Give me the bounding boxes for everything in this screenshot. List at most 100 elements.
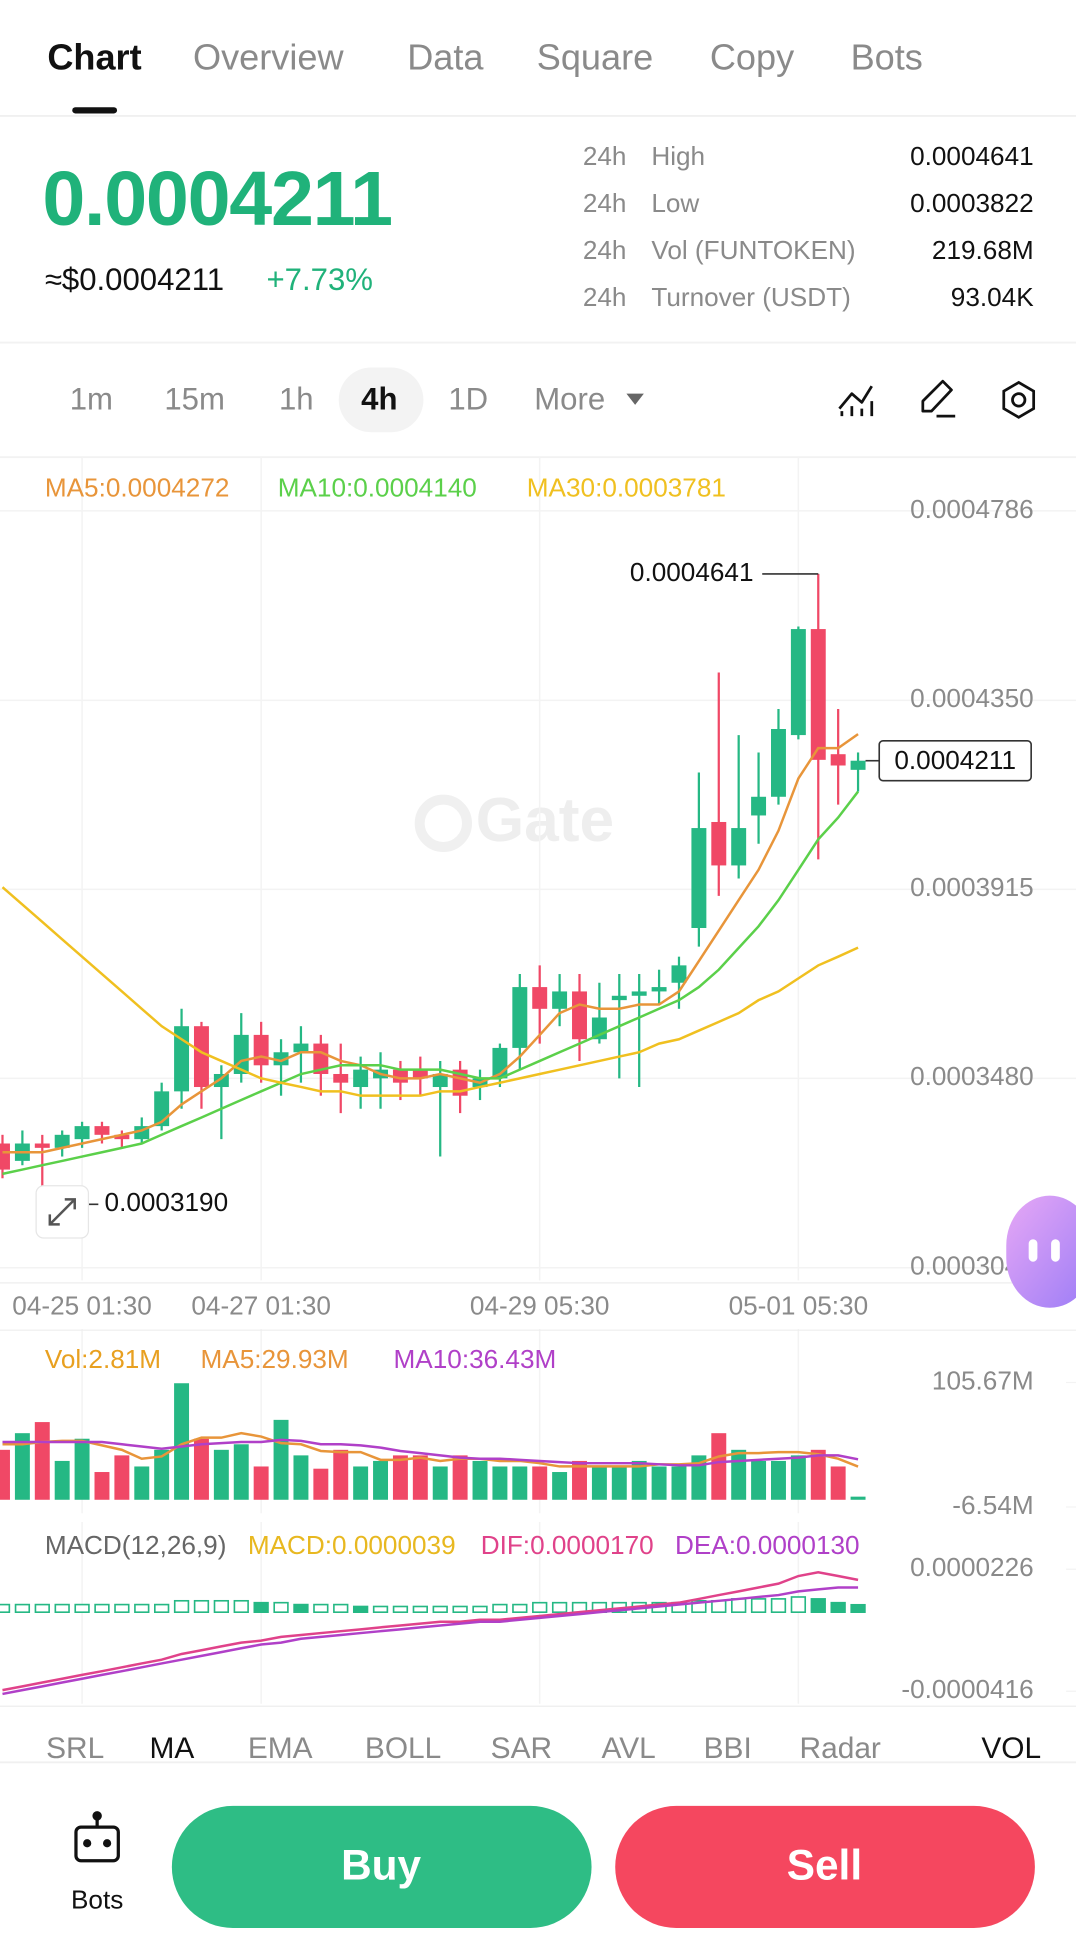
tab[interactable]: Bots xyxy=(851,36,923,77)
macd-bar xyxy=(551,1601,568,1613)
tab[interactable]: Data xyxy=(407,36,484,77)
candle-body xyxy=(810,629,826,760)
tab[interactable]: Chart xyxy=(47,36,141,77)
macd-bar xyxy=(333,1603,349,1613)
interval-active-bg xyxy=(338,367,424,433)
indicator-tab[interactable]: SAR xyxy=(491,1732,552,1765)
active-tab-indicator xyxy=(72,107,118,114)
volume-bar xyxy=(273,1419,289,1500)
volume-bar xyxy=(731,1449,747,1500)
volume-bar xyxy=(174,1383,190,1500)
bots-icon[interactable] xyxy=(74,1811,120,1863)
interval[interactable]: 1h xyxy=(279,381,314,416)
volume-bar xyxy=(790,1455,806,1500)
macd-bar xyxy=(750,1598,767,1613)
tab[interactable]: Overview xyxy=(193,36,344,77)
draw-icon[interactable] xyxy=(921,379,956,418)
indicator-tab[interactable]: MA xyxy=(149,1732,194,1765)
macd-bar xyxy=(193,1599,210,1613)
macd-bar xyxy=(273,1601,289,1613)
high-marker: 0.0004641 xyxy=(630,557,754,587)
last-price-marker: 0.0004211 xyxy=(894,745,1016,775)
macd-bar xyxy=(830,1601,846,1613)
indicator-tab[interactable]: Radar xyxy=(800,1732,881,1765)
stat-label: Turnover (USDT) xyxy=(651,282,850,312)
macd-bar xyxy=(74,1603,90,1613)
legend-entry: MA10:0.0004140 xyxy=(278,472,477,502)
indicator-tab[interactable]: EMA xyxy=(248,1732,313,1765)
volume-bar xyxy=(0,1449,10,1500)
candle-body xyxy=(512,987,528,1048)
indicator-icon[interactable] xyxy=(838,385,874,417)
volume-ma-line xyxy=(2,1431,859,1468)
y-tick-label: 0.0000226 xyxy=(910,1552,1034,1582)
volume-bar xyxy=(432,1466,448,1500)
stat-period: 24h xyxy=(583,282,627,312)
tab[interactable]: Square xyxy=(537,36,653,77)
sell-label[interactable]: Sell xyxy=(787,1841,862,1888)
macd-bar xyxy=(233,1599,249,1613)
macd-bar xyxy=(372,1605,389,1613)
macd-bar xyxy=(770,1598,787,1613)
y-tick-label: -0.0000416 xyxy=(901,1674,1033,1704)
last-price-box xyxy=(878,739,1032,782)
buy-button[interactable] xyxy=(171,1805,592,1928)
volume-bar xyxy=(532,1466,548,1500)
ma-line xyxy=(2,733,859,1154)
indicator-tab[interactable]: BBI xyxy=(704,1732,752,1765)
x-tick-label: 04-25 01:30 xyxy=(12,1291,152,1321)
macd-bar xyxy=(452,1605,468,1613)
candle-body xyxy=(432,1073,448,1088)
y-tick-label: 0.0004786 xyxy=(910,494,1034,524)
indicator-tab[interactable]: AVL xyxy=(602,1732,656,1765)
stat-period: 24h xyxy=(583,188,627,218)
y-tick-label: -6.54M xyxy=(952,1490,1033,1520)
interval[interactable]: More xyxy=(534,381,605,416)
indicator-tab[interactable]: VOL xyxy=(981,1732,1041,1765)
interval[interactable]: 1D xyxy=(448,381,488,416)
interval[interactable]: 15m xyxy=(164,381,225,416)
volume-bar xyxy=(34,1422,50,1500)
expand-button[interactable] xyxy=(35,1185,90,1239)
candle-body xyxy=(213,1073,229,1088)
candle-body xyxy=(353,1069,369,1088)
candle-body xyxy=(830,754,846,766)
sell-button[interactable] xyxy=(615,1805,1035,1928)
ma-line xyxy=(2,790,860,1176)
volume-bar xyxy=(552,1472,568,1500)
volume-bar xyxy=(810,1449,826,1500)
volume-bar xyxy=(751,1460,767,1500)
candle-body xyxy=(34,1143,50,1148)
buy-label[interactable]: Buy xyxy=(341,1841,421,1888)
indicator-tab[interactable]: SRL xyxy=(46,1732,104,1765)
volume-bar xyxy=(492,1466,508,1500)
legend-entry: MACD:0.0000039 xyxy=(248,1530,456,1560)
macd-bar xyxy=(94,1603,110,1613)
x-tick-label: 05-01 05:30 xyxy=(729,1291,869,1321)
stat-label: Vol (FUNTOKEN) xyxy=(651,235,855,265)
macd-bar xyxy=(432,1605,448,1613)
volume-bar xyxy=(74,1438,90,1500)
macd-bar xyxy=(14,1603,31,1613)
macd-bar xyxy=(392,1605,409,1613)
candle-body xyxy=(94,1126,110,1135)
ma-line xyxy=(1,886,859,1097)
legend-entry: DEA:0.0000130 xyxy=(675,1530,860,1560)
settings-icon[interactable] xyxy=(1002,380,1036,419)
indicator-tab[interactable]: BOLL xyxy=(365,1732,441,1765)
low-marker: 0.0003190 xyxy=(105,1187,229,1217)
volume-bar xyxy=(591,1466,607,1500)
macd-bar xyxy=(0,1603,11,1613)
chat-bubble[interactable] xyxy=(1006,1195,1076,1308)
bots-label[interactable]: Bots xyxy=(71,1885,123,1915)
interval[interactable]: 1m xyxy=(70,381,113,416)
legend-entry: DIF:0.0000170 xyxy=(481,1530,654,1560)
legend-entry: MA5:29.93M xyxy=(201,1344,349,1374)
candle-body xyxy=(651,987,667,992)
tab[interactable]: Copy xyxy=(710,36,794,77)
macd-bar xyxy=(492,1603,508,1613)
interval[interactable]: 4h xyxy=(361,381,397,416)
last-price: 0.0004211 xyxy=(42,156,391,242)
